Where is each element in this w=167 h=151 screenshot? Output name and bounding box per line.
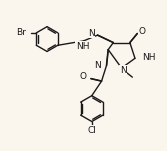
Text: Cl: Cl — [87, 126, 96, 135]
Text: N: N — [88, 29, 95, 38]
Text: N: N — [120, 66, 127, 75]
Text: NH: NH — [76, 42, 89, 51]
Text: NH: NH — [142, 53, 155, 62]
Text: Br: Br — [16, 28, 26, 37]
Text: N: N — [94, 61, 101, 70]
Text: O: O — [80, 72, 87, 81]
Text: O: O — [138, 27, 145, 36]
